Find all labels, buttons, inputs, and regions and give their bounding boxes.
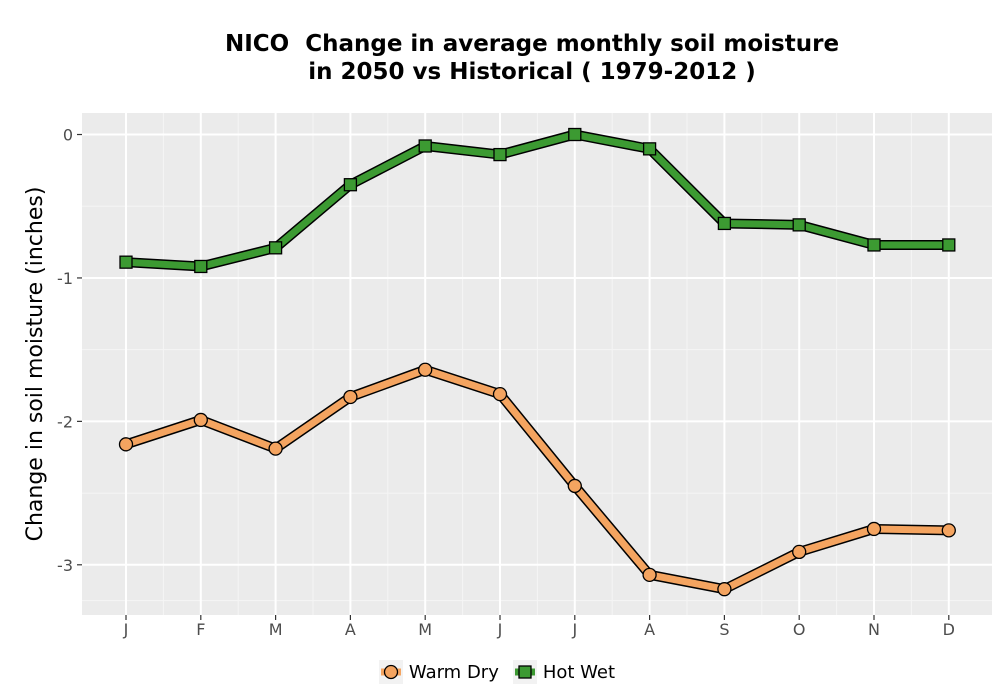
chart-title: NICO Change in average monthly soil mois… xyxy=(82,30,982,86)
x-tick-label: D xyxy=(943,620,955,639)
x-tick-label: O xyxy=(793,620,806,639)
data-point xyxy=(642,142,657,156)
data-point xyxy=(942,238,956,252)
data-point xyxy=(567,478,582,494)
x-tick-label: M xyxy=(418,620,432,639)
data-point xyxy=(717,216,732,231)
x-tick-label: F xyxy=(196,620,205,639)
legend-item: Hot Wet xyxy=(512,660,621,684)
x-tick-label: A xyxy=(644,620,655,639)
data-point xyxy=(119,255,133,269)
x-tick-label: M xyxy=(269,620,283,639)
data-point xyxy=(268,241,283,255)
series-line xyxy=(122,366,953,593)
legend-key xyxy=(512,660,537,684)
data-point xyxy=(642,567,657,582)
legend-key xyxy=(378,660,403,684)
data-point xyxy=(792,218,806,232)
chart-title-line-1: NICO Change in average monthly soil mois… xyxy=(224,31,840,57)
legend-item: Warm Dry xyxy=(378,660,505,684)
chart-title-line-2: in 2050 vs Historical ( 1979-2012 ) xyxy=(308,59,756,85)
legend: Warm Dry Hot Wet xyxy=(0,657,1000,687)
x-tick-label: J xyxy=(571,620,577,639)
data-point xyxy=(343,178,358,192)
data-point xyxy=(493,147,507,162)
series-layer xyxy=(118,127,956,597)
series-line xyxy=(122,131,953,270)
legend-label: Warm Dry xyxy=(408,661,499,683)
data-point xyxy=(118,437,134,452)
data-point xyxy=(418,139,432,153)
data-point xyxy=(867,238,881,252)
x-tick-label: A xyxy=(345,620,356,639)
x-tick-label: J xyxy=(123,620,129,639)
y-tick-label: -1 xyxy=(57,269,73,288)
data-point xyxy=(568,127,582,142)
data-point xyxy=(418,362,433,377)
y-tick-label: 0 xyxy=(63,126,73,145)
legend-label: Hot Wet xyxy=(542,661,616,683)
x-tick-label: S xyxy=(719,620,729,639)
data-point xyxy=(492,386,508,402)
data-point xyxy=(343,389,358,405)
major-gridlines xyxy=(82,113,992,615)
data-point xyxy=(866,521,882,537)
y-axis-title: Change in soil moisture (inches) xyxy=(23,187,48,542)
data-point xyxy=(717,582,732,597)
data-point xyxy=(941,523,956,538)
x-tick-label: J xyxy=(497,620,503,639)
y-axis: 0 -1 -2 -3 xyxy=(57,126,82,575)
data-point xyxy=(268,441,283,456)
data-point xyxy=(193,412,208,428)
data-point xyxy=(194,259,208,274)
line-chart: 0 -1 -2 -3 J F M A M J J A S O N D Change in soil mois… xyxy=(23,113,992,639)
y-tick-label: -3 xyxy=(57,556,73,575)
x-tick-label: N xyxy=(868,620,880,639)
y-tick-label: -2 xyxy=(57,412,73,431)
data-point xyxy=(792,544,807,560)
